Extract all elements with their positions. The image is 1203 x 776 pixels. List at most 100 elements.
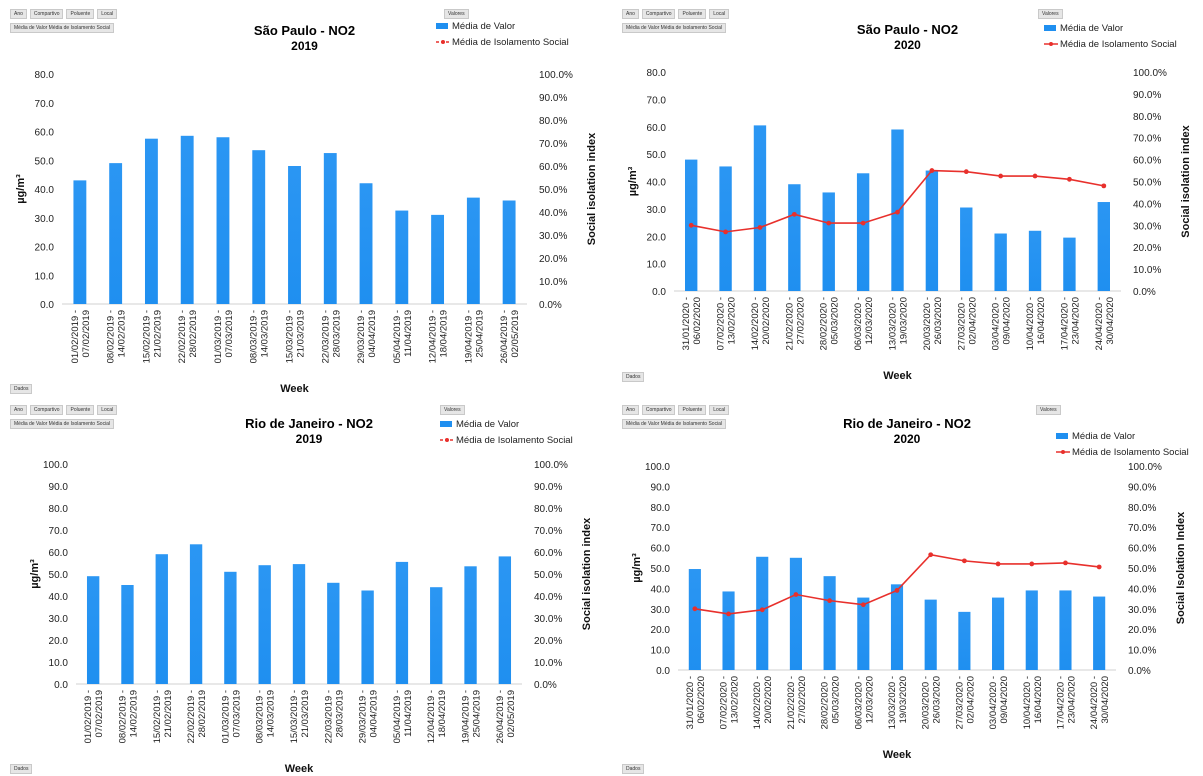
legend-label-line: Média de Isolamento Social	[1060, 39, 1177, 50]
y-tick-label: 70.0	[49, 526, 69, 537]
bar	[1097, 202, 1110, 291]
y2-tick-label: 50.0%	[1133, 178, 1161, 189]
y-tick-label: 50.0	[651, 564, 671, 575]
legend-swatch-bar	[436, 23, 448, 29]
legend-swatch-bar	[440, 421, 452, 427]
filter-button-ano[interactable]: Ano	[622, 9, 639, 19]
filter-button-compartivo[interactable]: Compartivo	[29, 9, 64, 19]
bar	[1028, 230, 1042, 291]
x-tick-label: 01/03/2019 -07/03/2019	[213, 310, 235, 363]
bar	[258, 565, 271, 684]
filter-button-compartivo[interactable]: Compartivo	[29, 405, 64, 415]
bar	[502, 200, 516, 304]
x-tick-label: 14/02/2020 -20/02/2020	[752, 676, 774, 729]
filter-button-compartivo[interactable]: Compartivo	[641, 9, 676, 19]
bar	[292, 564, 306, 684]
x-tick-label: 12/04/2019 -18/04/2019	[428, 310, 450, 363]
bar	[430, 587, 443, 684]
y-tick-label: 100.0	[645, 462, 670, 473]
y2-tick-label: 10.0%	[539, 277, 567, 288]
series-point	[723, 229, 728, 235]
x-tick-label: 22/03/2019 -28/03/2019	[320, 310, 342, 363]
bar	[86, 576, 100, 684]
filter-button-ano[interactable]: Ano	[10, 9, 27, 19]
legend: Média de Valor Média de Isolamento Social	[436, 21, 569, 48]
filter-button-poluente[interactable]: Poluente	[66, 9, 95, 19]
values-field-button[interactable]: Média de Valor Média de Isolamento Socia…	[10, 419, 115, 429]
x-tick-label: 15/02/2019 -21/02/2019	[141, 310, 163, 363]
y2-tick-label: 70.0%	[1133, 134, 1161, 145]
bar	[431, 214, 445, 304]
filter-button-ano[interactable]: Ano	[622, 405, 639, 415]
y2-tick-label: 20.0%	[1128, 625, 1156, 636]
bar	[857, 597, 870, 670]
x-tick-label: 15/02/2019 -21/02/2019	[152, 690, 174, 743]
y-tick-label: 0.0	[54, 680, 68, 691]
series-point	[928, 552, 934, 558]
filter-button-poluente[interactable]: Poluente	[66, 405, 95, 415]
bar	[722, 591, 735, 670]
valores-field-label[interactable]: Valores	[444, 9, 469, 19]
series-point	[1063, 560, 1068, 566]
dados-button[interactable]: Dados	[622, 372, 645, 382]
x-tick-label: 22/02/2019 -28/02/2019	[177, 310, 199, 363]
x-tick-label: 13/03/2020 -19/03/2020	[888, 297, 910, 350]
chart-panel-sp-2019: Ano Compartivo Poluente Local Média de V…	[4, 6, 600, 396]
x-tick-label: 08/03/2019 -14/03/2019	[255, 690, 277, 743]
chart-subtitle: 2020	[894, 432, 921, 446]
legend-label-bar: Média de Valor	[1060, 23, 1123, 34]
series-point	[688, 222, 694, 228]
filter-button-poluente[interactable]: Poluente	[678, 9, 707, 19]
y2-tick-label: 60.0%	[1133, 156, 1161, 167]
values-field-button[interactable]: Média de Valor Média de Isolamento Socia…	[10, 23, 115, 33]
y-tick-label: 60.0	[49, 548, 69, 559]
valores-field-label[interactable]: Valores	[1036, 405, 1061, 415]
y-tick-label: 60.0	[651, 544, 671, 555]
values-field-button[interactable]: Média de Valor Média de Isolamento Socia…	[622, 419, 727, 429]
y-axis-label: µg/m³	[631, 553, 643, 583]
filter-button-local[interactable]: Local	[97, 9, 118, 19]
y-tick-label: 80.0	[49, 504, 69, 515]
chart-subtitle: 2019	[291, 39, 318, 53]
filter-button-local[interactable]: Local	[709, 9, 730, 19]
bar	[688, 569, 701, 670]
bar	[1093, 596, 1106, 670]
dados-button[interactable]: Dados	[10, 384, 33, 394]
values-field-button[interactable]: Média de Valor Média de Isolamento Socia…	[622, 23, 727, 33]
y-tick-label: 80.0	[651, 503, 671, 514]
legend-label-bar: Média de Valor	[452, 21, 515, 32]
filter-button-compartivo[interactable]: Compartivo	[641, 405, 676, 415]
x-tick-label: 17/04/2020 -23/04/2020	[1059, 297, 1081, 350]
y2-tick-label: 100.0%	[1133, 68, 1167, 79]
x-tick-label: 14/02/2020 -20/02/2020	[750, 297, 772, 350]
filter-toolbar: Ano Compartivo Poluente Local	[10, 9, 118, 19]
y-tick-label: 40.0	[651, 584, 671, 595]
x-tick-label: 08/03/2019 -14/03/2019	[249, 310, 271, 363]
bar	[756, 556, 769, 670]
x-tick-label: 31/01/2020 -06/02/2020	[681, 297, 703, 350]
y2-axis-label: Social isolation index	[1180, 124, 1192, 237]
dados-button[interactable]: Dados	[10, 764, 33, 774]
legend-label-line: Média de Isolamento Social	[456, 435, 573, 446]
series-point	[1067, 176, 1072, 182]
dados-button[interactable]: Dados	[622, 764, 645, 774]
y-tick-label: 30.0	[651, 605, 671, 616]
y2-tick-label: 30.0%	[1128, 605, 1156, 616]
y2-tick-label: 80.0%	[534, 504, 562, 515]
filter-button-ano[interactable]: Ano	[10, 405, 27, 415]
valores-field-label[interactable]: Valores	[440, 405, 465, 415]
y2-tick-label: 0.0%	[534, 680, 557, 691]
x-tick-label: 03/04/2020 -09/04/2020	[991, 297, 1013, 350]
x-axis-label: Week	[285, 763, 314, 774]
filter-button-local[interactable]: Local	[709, 405, 730, 415]
bar	[395, 561, 409, 684]
chart-title: Rio de Janeiro - NO2	[245, 416, 373, 431]
valores-field-label[interactable]: Valores	[1038, 9, 1063, 19]
series-point	[1029, 561, 1035, 567]
y2-axis-label: Social Isolation Index	[1175, 511, 1187, 624]
chart-panel-sp-2020: Ano Compartivo Poluente Local Média de V…	[616, 6, 1199, 384]
x-tick-label: 29/03/2019 -04/04/2019	[358, 690, 380, 743]
filter-button-local[interactable]: Local	[97, 405, 118, 415]
filter-button-poluente[interactable]: Poluente	[678, 405, 707, 415]
y-tick-label: 80.0	[35, 70, 55, 81]
